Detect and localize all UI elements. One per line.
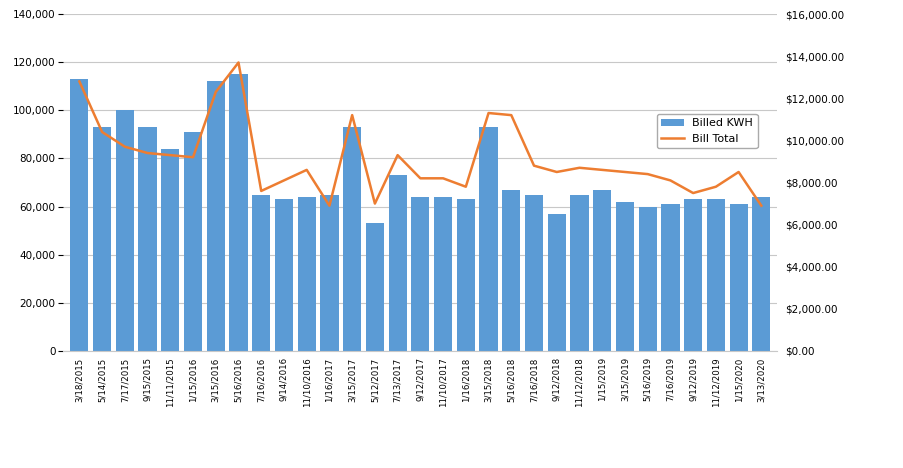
Bar: [661, 204, 679, 351]
Bill Total: [301, 167, 312, 173]
Bar: [183, 132, 202, 351]
Bill Total: [142, 150, 153, 156]
Bar: [297, 197, 315, 351]
Bill Total: [596, 167, 607, 173]
Bill Total: [460, 184, 470, 190]
Bill Total: [97, 129, 107, 135]
Bar: [252, 195, 270, 351]
Bill Total: [437, 176, 448, 181]
Bar: [411, 197, 429, 351]
Legend: Billed KWH, Bill Total: Billed KWH, Bill Total: [656, 114, 757, 148]
Bar: [592, 190, 610, 351]
Bill Total: [619, 169, 629, 175]
Bill Total: [710, 184, 721, 190]
Bill Total: [573, 165, 584, 170]
Bar: [479, 127, 497, 351]
Bill Total: [188, 154, 199, 160]
Bar: [706, 199, 724, 351]
Bill Total: [687, 190, 698, 196]
Bill Total: [641, 171, 652, 177]
Bar: [207, 81, 225, 351]
Bar: [638, 206, 656, 351]
Bar: [456, 199, 474, 351]
Bar: [547, 214, 565, 351]
Bill Total: [506, 112, 517, 118]
Line: Bill Total: Bill Total: [79, 62, 760, 206]
Bar: [502, 190, 520, 351]
Bar: [525, 195, 543, 351]
Bar: [615, 202, 633, 351]
Bar: [116, 110, 134, 351]
Bill Total: [323, 203, 334, 209]
Bill Total: [414, 176, 425, 181]
Bar: [343, 127, 361, 351]
Bill Total: [528, 163, 539, 168]
Bill Total: [164, 153, 175, 158]
Bill Total: [278, 177, 289, 183]
Bar: [275, 199, 293, 351]
Bar: [388, 176, 406, 351]
Bar: [138, 127, 156, 351]
Bar: [570, 195, 588, 351]
Bill Total: [74, 79, 85, 84]
Bill Total: [369, 201, 380, 206]
Bill Total: [482, 110, 493, 116]
Bill Total: [755, 203, 766, 209]
Bill Total: [347, 112, 358, 118]
Bill Total: [665, 177, 675, 183]
Bar: [320, 195, 338, 351]
Bill Total: [256, 188, 266, 194]
Bill Total: [732, 169, 743, 175]
Bar: [366, 223, 384, 351]
Bar: [161, 149, 179, 351]
Bar: [751, 197, 769, 351]
Bar: [70, 79, 88, 351]
Bill Total: [551, 169, 562, 175]
Bill Total: [210, 89, 221, 95]
Bar: [433, 197, 452, 351]
Bar: [729, 204, 747, 351]
Bill Total: [119, 144, 130, 150]
Bar: [93, 127, 111, 351]
Bar: [684, 199, 702, 351]
Bar: [229, 74, 247, 351]
Bill Total: [233, 59, 244, 65]
Bill Total: [392, 153, 403, 158]
